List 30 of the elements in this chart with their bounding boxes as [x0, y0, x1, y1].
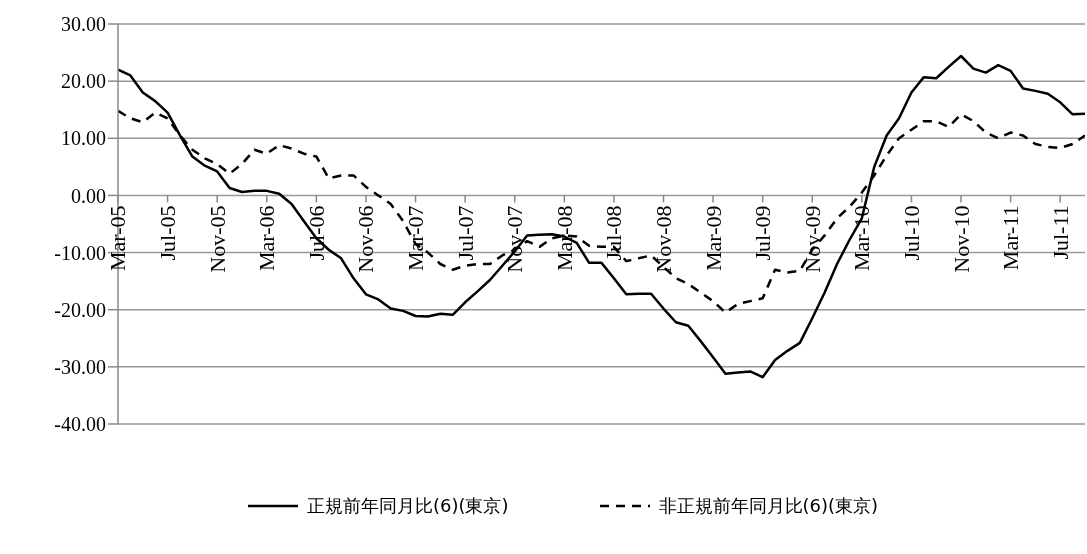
x-tick-label: Nov-07 — [502, 205, 528, 273]
x-tick-label: Mar-09 — [700, 205, 726, 271]
x-tick-label: Nov-09 — [799, 205, 825, 273]
y-tick-label: 0.00 — [71, 184, 106, 207]
x-tick-label: Jul-07 — [452, 205, 478, 261]
x-tick-label: Nov-05 — [204, 205, 230, 273]
x-tick-label: Jul-05 — [155, 205, 181, 261]
x-tick-label: Mar-06 — [254, 205, 280, 271]
y-tick-label: -30.00 — [54, 355, 106, 378]
x-tick-label: Nov-08 — [650, 205, 676, 273]
x-tick-label: Jul-09 — [750, 205, 776, 261]
x-tick-label: Jul-06 — [303, 205, 329, 261]
x-tick-label: Mar-05 — [105, 205, 131, 271]
x-tick-label: Jul-10 — [898, 205, 924, 261]
legend-label: 非正規前年同月比(6)(東京) — [658, 494, 879, 518]
x-tick-label: Jul-08 — [601, 205, 627, 261]
x-tick-label: Mar-07 — [403, 205, 429, 271]
y-tick-label: -20.00 — [54, 298, 106, 321]
y-tick-label: 10.00 — [61, 127, 106, 150]
y-tick-label: 20.00 — [61, 70, 106, 93]
x-tick-label: Mar-11 — [998, 205, 1024, 271]
legend-label: 正規前年同月比(6)(東京) — [306, 494, 509, 518]
x-tick-label: Jul-11 — [1047, 205, 1073, 260]
y-tick-label: -40.00 — [54, 413, 106, 436]
x-tick-label: Mar-10 — [849, 205, 875, 271]
x-tick-label: Nov-10 — [948, 205, 974, 273]
y-tick-label: 30.00 — [61, 13, 106, 36]
y-tick-label: -10.00 — [54, 241, 106, 264]
x-tick-label: Nov-06 — [353, 205, 379, 273]
x-tick-label: Mar-08 — [551, 205, 577, 271]
